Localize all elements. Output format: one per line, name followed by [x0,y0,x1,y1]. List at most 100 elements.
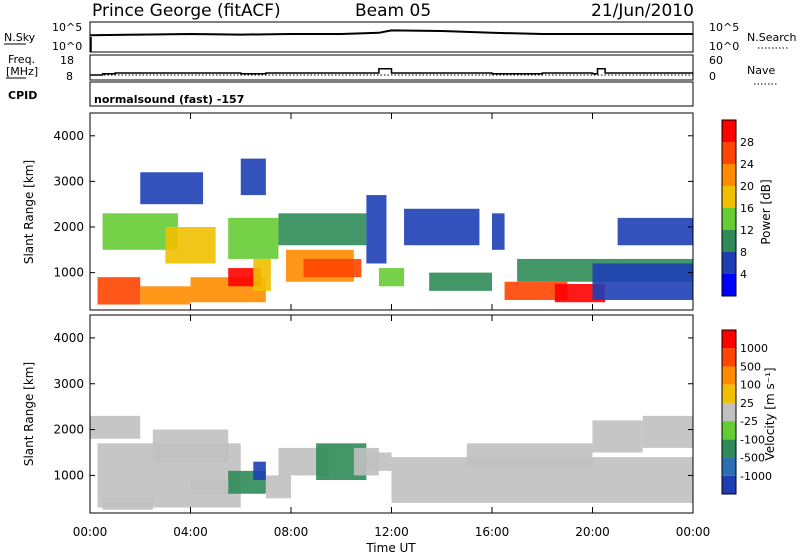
colorbar-frame [721,329,737,495]
y-tick-label: 1000 [53,468,84,482]
colorbar-swatch [722,439,736,458]
colorbar-tick-label: -100 [740,433,765,446]
colorbar-swatch [722,120,736,142]
power-colorbar-label: Power [dB] [759,179,773,244]
y-tick-label: 3000 [53,174,84,188]
colorbar-frame [721,119,737,297]
heat-cell [228,217,279,259]
freq-line [90,68,693,76]
colorbar-swatch [722,402,736,422]
colorbar-tick-label: 25 [740,397,754,410]
heat-cell [152,429,229,462]
xaxis-label: Time UT [365,541,416,554]
nsky-label: N.Sky [4,31,36,44]
colorbar-swatch [722,142,736,164]
colorbar-swatch [722,252,736,274]
colorbar-tick-label: 12 [740,224,754,237]
heat-cell [366,452,392,471]
cpid-panel-frame [89,81,694,107]
heat-cell [140,172,204,205]
power-colorbar: 28 24 20 16 12 8 4 [721,119,754,297]
heat-cell [278,213,367,246]
colorbar-tick-label: 28 [740,136,754,149]
heat-cell [190,480,229,494]
heat-cell [617,217,693,246]
colorbar-tick-label: 500 [740,360,761,373]
power-heatmap [97,158,693,305]
heat-cell [240,158,266,196]
heat-cell [253,258,271,291]
y-tick-label: 4000 [53,331,84,345]
freq-left-tick-bottom: 8 [66,70,73,83]
heat-cell [378,268,405,287]
x-tick-label: 04:00 [173,525,208,539]
colorbar-swatch [722,384,736,403]
heat-cell [165,227,216,264]
freq-trace [90,68,693,76]
velocity-ylabel: Slant Range [km] [22,362,36,466]
heat-cell [642,415,693,448]
colorbar-tick-label: 100 [740,379,761,392]
nsearch-label: N.Search [747,31,797,44]
x-tick-label: 16:00 [475,525,510,539]
nsky-trace [89,29,693,52]
y-tick-label: 1000 [53,266,84,280]
y-tick-label: 2000 [53,423,84,437]
date-label: 21/Jun/2010 [591,1,694,21]
heat-cell [592,420,643,453]
nave-right-tick-top: 60 [709,54,723,67]
y-tick-label: 3000 [53,377,84,391]
x-tick-label: 00:00 [73,525,108,539]
y-tick-label: 4000 [53,129,84,143]
station-title: Prince George (fitACF) [92,1,281,21]
beam-label: Beam 05 [355,1,431,21]
cpid-program: normalsound (fast) -157 [94,93,244,106]
colorbar-tick-label: 8 [740,246,747,259]
colorbar-tick-label: -500 [740,452,765,465]
colorbar-swatch [722,475,736,494]
velocity-y-axis: 4000 3000 2000 1000 [53,331,693,482]
heat-cell [97,277,141,305]
colorbar-swatch [722,457,736,476]
heat-cell [102,498,153,510]
heat-cell [366,195,387,264]
y-tick-label: 2000 [53,220,84,234]
heat-cell [429,272,492,291]
time-axis: 00:00 04:00 08:00 12:00 16:00 20:00 00:00 [73,113,710,539]
heat-cell [140,286,191,305]
freq-left-tick-top: 18 [60,54,74,67]
colorbar-swatch [722,186,736,208]
heat-cell [265,475,291,499]
colorbar-swatch [722,348,736,367]
colorbar-tick-label: -25 [740,415,758,428]
velocity-colorbar-label: Velocity [m s⁻¹] [763,367,777,460]
heat-cell [90,415,141,439]
heat-cell [466,443,593,467]
colorbar-tick-label: 24 [740,158,754,171]
colorbar-swatch [722,421,736,440]
heat-cell [303,258,362,278]
nave-label: Nave [747,64,775,77]
velocity-heatmap [90,415,693,510]
colorbar-swatch [722,274,736,296]
heat-cell [492,213,505,250]
colorbar-swatch [722,230,736,252]
nave-right-tick-bottom: 0 [709,70,716,83]
colorbar-tick-label: 20 [740,180,754,193]
colorbar-swatch [722,366,736,385]
power-ylabel: Slant Range [km] [22,160,36,264]
nsky-left-tick-top: 10^5 [52,21,82,34]
freq-label-line2: [MHz] [6,65,38,78]
cpid-label: CPID [8,89,37,102]
freq-label-line1: Freq. [8,53,35,66]
x-tick-label: 20:00 [575,525,610,539]
colorbar-swatch [722,208,736,230]
nsky-line [89,29,693,37]
colorbar-swatch [722,164,736,186]
nsky-left-tick-bottom: 10^0 [52,40,82,53]
colorbar-tick-label: -1000 [740,470,772,483]
colorbar-tick-label: 16 [740,202,754,215]
heat-cell [253,461,266,480]
nsky-panel-frame [89,21,694,53]
